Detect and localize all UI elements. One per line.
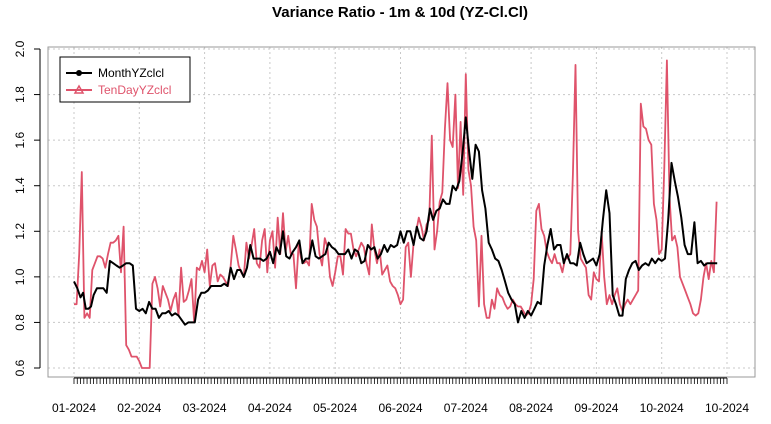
plot-area	[47, 46, 756, 378]
series	[73, 59, 718, 369]
legend-label: MonthYZclcl	[98, 66, 164, 80]
y-tick-label: 2.0	[13, 40, 27, 57]
x-tick-label: 03-2024	[183, 401, 227, 415]
x-tick-label: 10-2024	[705, 401, 749, 415]
legend-box	[59, 56, 191, 103]
x-tick-label: 08-2024	[509, 401, 553, 415]
legend-label: TenDayYZclcl	[98, 83, 171, 97]
y-tick-label: 1.8	[13, 86, 27, 103]
series-line-tendayyzclcl	[74, 59, 718, 369]
circle-marker-icon	[76, 70, 82, 76]
series-line-monthyzclcl	[73, 116, 718, 326]
x-tick-label: 09-2024	[574, 401, 618, 415]
x-tick-label: 06-2024	[378, 401, 422, 415]
triangle-marker-icon	[73, 84, 85, 94]
x-axis: 01-2024 02-2024 03-2024 04-2024 05-2024 06-20…	[52, 377, 749, 415]
y-tick-label: 1.6	[13, 131, 27, 148]
x-tick-label: 05-2024	[313, 401, 357, 415]
chart-title: Variance Ratio - 1m & 10d (YZ-Cl.Cl)	[272, 4, 528, 21]
y-tick-label: 1.4	[13, 177, 27, 194]
x-tick-label: 07-2024	[444, 401, 488, 415]
y-axis: 0.6 0.8 1.0 1.2 1.4 1.6 1.8 2.0	[13, 40, 41, 376]
x-tick-label: 04-2024	[248, 401, 292, 415]
x-tick-label: 10-2024	[640, 401, 684, 415]
legend: MonthYZclcl TenDayYZclcl	[59, 56, 191, 103]
y-tick-label: 0.8	[13, 314, 27, 331]
y-tick-label: 1.2	[13, 223, 27, 240]
x-tick-label: 01-2024	[52, 401, 96, 415]
x-tick-label: 02-2024	[117, 401, 161, 415]
y-tick-label: 0.6	[13, 359, 27, 376]
y-tick-label: 1.0	[13, 268, 27, 285]
